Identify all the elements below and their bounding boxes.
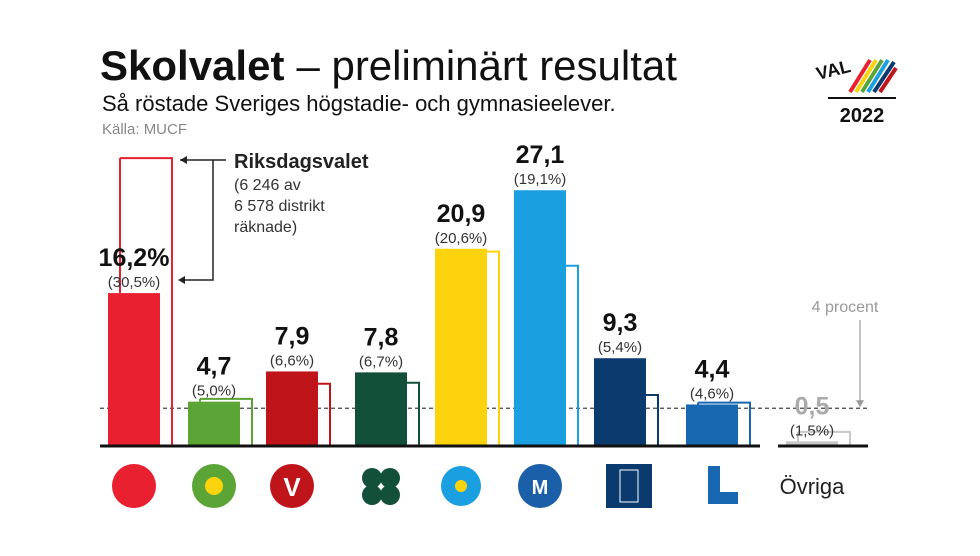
svg-text:V: V <box>283 472 301 502</box>
outline-bar <box>698 401 751 446</box>
riksdag-value-label: (30,5%) <box>108 274 161 291</box>
outline-bar <box>526 264 579 446</box>
bar <box>786 441 838 446</box>
value-label: 4,7 <box>197 353 232 381</box>
riksdag-value-label: (6,6%) <box>270 352 314 369</box>
bar <box>188 401 240 446</box>
outline-bar <box>200 397 253 446</box>
value-label: 4,4 <box>695 355 730 383</box>
badge: VAL 2022 <box>814 56 898 127</box>
svg-text:M: M <box>532 477 549 499</box>
threshold-label: 4 procent <box>812 299 879 316</box>
annotation-line: 6 578 distrikt <box>234 198 325 215</box>
bar <box>266 371 318 446</box>
subtitle: Så röstade Sveriges högstadie- och gymna… <box>102 91 616 116</box>
title-bold: Skolvalet <box>100 42 284 89</box>
outline-bar <box>120 157 173 446</box>
x-tick-label: Övriga <box>780 474 846 499</box>
riksdag-annotation: Riksdagsvalet (6 246 av 6 578 distrikt r… <box>178 151 369 284</box>
value-label: 16,2% <box>99 244 170 272</box>
value-label: 27,1 <box>516 141 565 169</box>
annotation-line: (6 246 av <box>234 177 301 194</box>
riksdag-value-label: (5,4%) <box>598 339 642 356</box>
value-label: 20,9 <box>437 200 486 228</box>
annotation-title: Riksdagsvalet <box>234 151 369 173</box>
outline-bar <box>367 381 420 446</box>
outline-bar <box>278 382 331 446</box>
bar <box>355 372 407 446</box>
bar <box>435 248 487 446</box>
logos: V M <box>112 464 738 508</box>
outline-bar <box>447 250 500 446</box>
title-rest: – preliminärt resultat <box>296 42 677 89</box>
value-label: 0,5 <box>795 392 830 420</box>
bar <box>514 190 566 446</box>
bar <box>108 293 160 446</box>
source: Källa: MUCF <box>102 121 187 138</box>
badge-stripes <box>848 58 898 94</box>
bar <box>686 404 738 446</box>
outline-bar <box>606 394 659 446</box>
riksdag-value-label: (5,0%) <box>192 383 236 400</box>
outline-bar <box>798 430 851 446</box>
value-label: 7,8 <box>364 323 399 351</box>
riksdag-value-label: (20,6%) <box>435 230 488 247</box>
badge-year: 2022 <box>840 105 885 127</box>
chart-title: Skolvalet – preliminärt resultat <box>100 42 677 89</box>
annotation-line: räknade) <box>234 219 297 236</box>
riksdag-value-label: (19,1%) <box>514 171 567 188</box>
riksdag-value-label: (4,6%) <box>690 385 734 402</box>
value-label: 7,9 <box>275 322 310 350</box>
riksdag-value-label: (6,7%) <box>359 353 403 370</box>
value-label: 9,3 <box>603 309 638 337</box>
badge-val: VAL <box>814 56 852 84</box>
riksdag-value-label: (1,5%) <box>790 422 834 439</box>
bar <box>594 358 646 446</box>
threshold-arrowhead <box>856 400 864 408</box>
